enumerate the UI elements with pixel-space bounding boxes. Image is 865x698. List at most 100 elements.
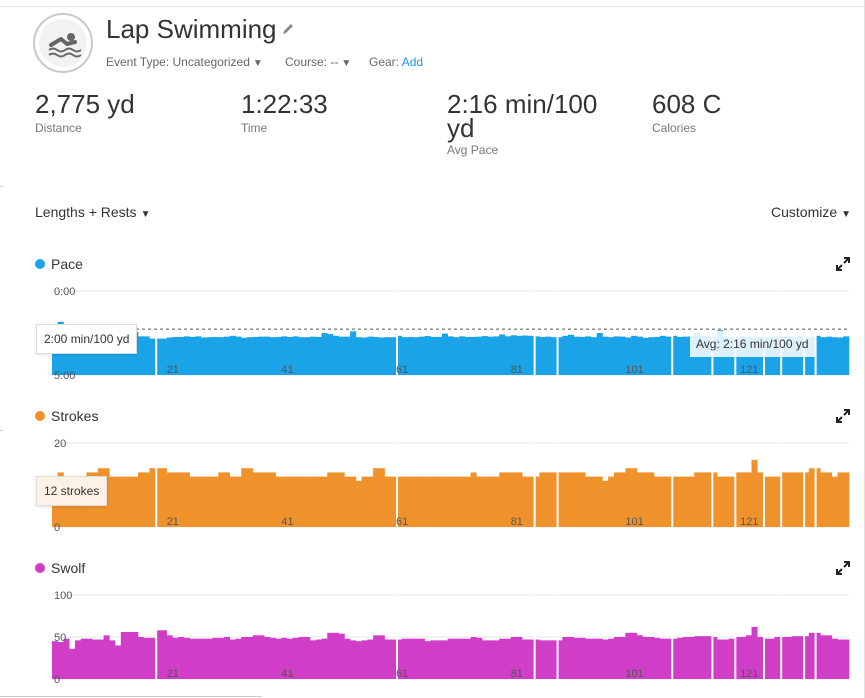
bar[interactable]: [332, 632, 339, 679]
bar[interactable]: [843, 336, 850, 375]
bar[interactable]: [281, 476, 288, 527]
bar[interactable]: [699, 636, 706, 679]
bar[interactable]: [183, 472, 190, 527]
bar[interactable]: [619, 336, 626, 375]
bar[interactable]: [642, 637, 649, 679]
bar[interactable]: [734, 472, 741, 527]
bar[interactable]: [522, 476, 529, 527]
bar[interactable]: [103, 635, 110, 679]
swolf-chart[interactable]: 100 50 0 21 41 61 81 101 121: [0, 586, 865, 686]
bar[interactable]: [287, 336, 294, 375]
bar[interactable]: [791, 636, 798, 679]
bar[interactable]: [355, 480, 362, 527]
bar[interactable]: [447, 336, 454, 375]
bar[interactable]: [338, 472, 345, 527]
bar[interactable]: [407, 476, 414, 527]
bar[interactable]: [608, 337, 615, 375]
bar[interactable]: [327, 472, 334, 527]
bar[interactable]: [579, 637, 586, 679]
bar[interactable]: [676, 637, 684, 679]
bar[interactable]: [430, 640, 437, 679]
bar[interactable]: [453, 476, 460, 527]
bar[interactable]: [430, 476, 437, 527]
bar[interactable]: [304, 637, 311, 679]
bar[interactable]: [229, 476, 236, 527]
bar[interactable]: [482, 640, 489, 679]
bar[interactable]: [367, 639, 374, 679]
bar[interactable]: [676, 476, 684, 527]
bar[interactable]: [189, 476, 196, 527]
bar[interactable]: [126, 476, 133, 527]
bar[interactable]: [252, 336, 259, 375]
bar[interactable]: [80, 638, 87, 679]
bar[interactable]: [705, 472, 712, 527]
bar[interactable]: [413, 638, 420, 679]
bar[interactable]: [562, 637, 569, 679]
bar[interactable]: [808, 468, 815, 527]
bar[interactable]: [287, 638, 294, 679]
bar[interactable]: [625, 468, 632, 527]
bar[interactable]: [780, 472, 787, 527]
bar[interactable]: [722, 639, 729, 679]
bar[interactable]: [172, 336, 179, 375]
bar[interactable]: [138, 472, 145, 527]
bar[interactable]: [344, 638, 351, 679]
add-gear-link[interactable]: Add: [401, 55, 424, 69]
bar[interactable]: [281, 637, 288, 679]
bar[interactable]: [757, 472, 764, 527]
bar[interactable]: [459, 336, 466, 375]
bar[interactable]: [252, 472, 259, 527]
bar[interactable]: [424, 336, 431, 375]
bar[interactable]: [631, 468, 638, 527]
bar[interactable]: [619, 637, 626, 679]
bar[interactable]: [722, 476, 729, 527]
bar[interactable]: [269, 472, 276, 527]
bar[interactable]: [373, 635, 380, 679]
bar[interactable]: [459, 476, 466, 527]
bar[interactable]: [504, 336, 511, 375]
bar[interactable]: [757, 637, 764, 679]
bar[interactable]: [545, 640, 552, 679]
bar[interactable]: [665, 638, 672, 679]
bar[interactable]: [246, 637, 253, 679]
expand-swolf-chart-icon[interactable]: [836, 561, 850, 575]
bar[interactable]: [310, 336, 317, 375]
bar[interactable]: [390, 337, 397, 375]
bar[interactable]: [453, 337, 460, 375]
bar[interactable]: [608, 476, 615, 527]
bar[interactable]: [206, 337, 213, 375]
bar[interactable]: [820, 472, 827, 527]
bar[interactable]: [178, 637, 185, 679]
bar[interactable]: [355, 337, 362, 375]
bar[interactable]: [252, 635, 259, 679]
bar[interactable]: [562, 335, 569, 375]
bar[interactable]: [545, 472, 552, 527]
bar[interactable]: [837, 337, 844, 375]
bar[interactable]: [206, 476, 213, 527]
bar[interactable]: [688, 637, 695, 679]
bar[interactable]: [826, 472, 833, 527]
bar[interactable]: [195, 638, 202, 679]
bar[interactable]: [613, 336, 620, 375]
bar[interactable]: [602, 480, 609, 527]
bar[interactable]: [332, 472, 339, 527]
bar[interactable]: [189, 638, 196, 679]
bar[interactable]: [820, 635, 827, 679]
bar[interactable]: [206, 638, 213, 679]
bar[interactable]: [826, 336, 833, 375]
bar[interactable]: [275, 336, 282, 375]
bar[interactable]: [682, 476, 689, 527]
bar[interactable]: [350, 331, 357, 375]
bar[interactable]: [487, 476, 494, 527]
bar[interactable]: [510, 637, 517, 679]
bar[interactable]: [751, 626, 758, 679]
bar[interactable]: [155, 338, 162, 375]
bar[interactable]: [258, 635, 265, 679]
bar[interactable]: [224, 637, 231, 679]
bar[interactable]: [539, 336, 546, 375]
bar[interactable]: [648, 337, 655, 375]
bar[interactable]: [636, 635, 643, 679]
bar[interactable]: [585, 476, 592, 527]
bar[interactable]: [470, 336, 477, 375]
bar[interactable]: [556, 472, 563, 527]
